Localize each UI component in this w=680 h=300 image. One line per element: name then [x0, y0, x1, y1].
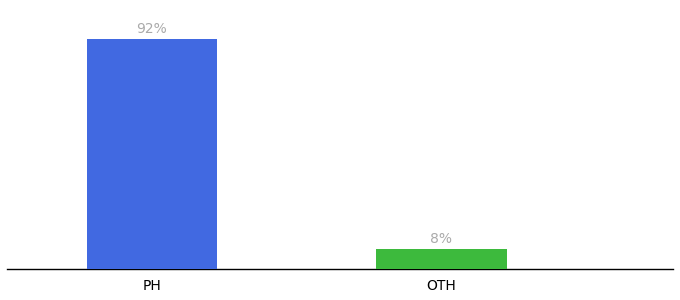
Text: 8%: 8% [430, 232, 452, 246]
Text: 92%: 92% [137, 22, 167, 36]
Bar [376, 249, 507, 269]
Bar [86, 39, 217, 269]
